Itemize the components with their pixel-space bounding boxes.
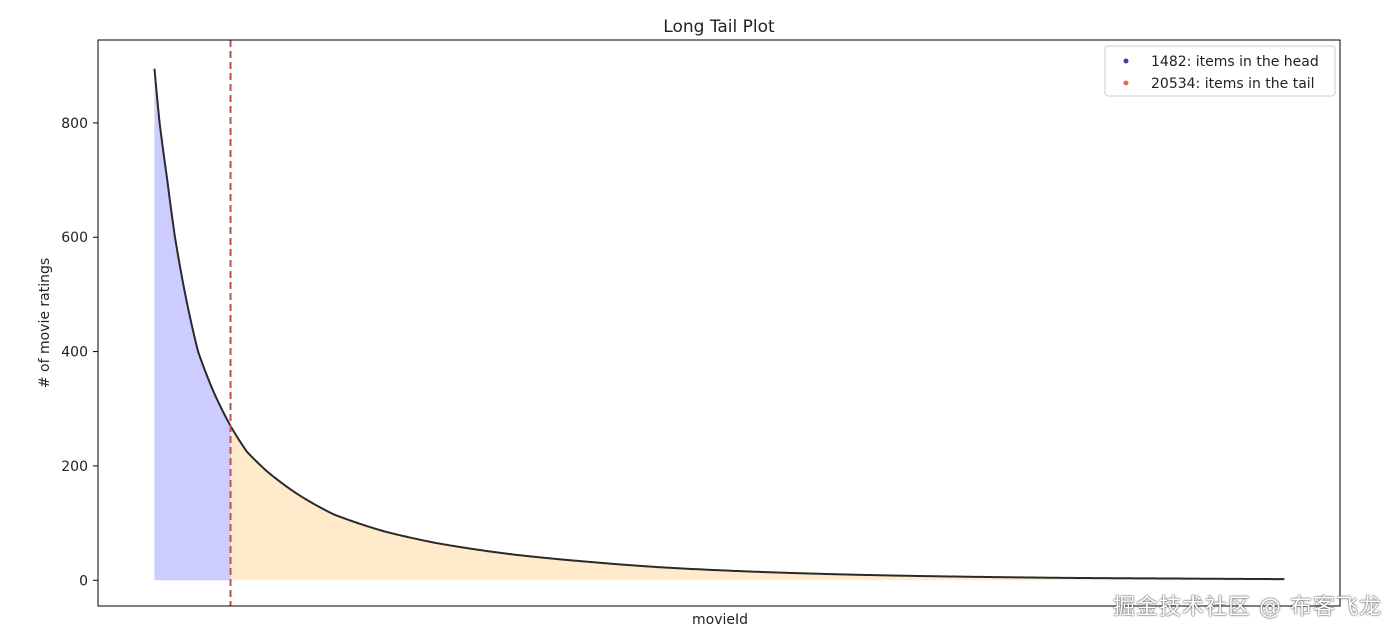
- y-axis-label: # of movie ratings: [37, 258, 53, 388]
- y-tick-label: 200: [61, 459, 88, 475]
- y-tick-label: 600: [61, 230, 88, 246]
- head-area: [154, 68, 231, 581]
- y-tick-label: 0: [79, 573, 88, 589]
- y-tick-label: 800: [61, 116, 88, 132]
- legend-marker: [1123, 58, 1129, 64]
- axes-frame: [97, 39, 1341, 607]
- legend-entry: 20534: items in the tail: [1151, 76, 1315, 92]
- legend: 1482: items in the head 20534: items in t…: [1104, 45, 1336, 97]
- watermark: 掘金技术社区 @ 布客飞龙: [1113, 595, 1382, 620]
- legend-box: [1104, 45, 1336, 97]
- tail-area: [230, 425, 1285, 581]
- legend-entry: 1482: items in the head: [1151, 54, 1319, 70]
- x-axis-label: movieId: [692, 612, 748, 628]
- legend-marker: [1123, 80, 1129, 86]
- chart-title: Long Tail Plot: [663, 17, 775, 37]
- plot-area: 0 200 400 600 800: [61, 39, 1341, 607]
- y-tick-label: 400: [61, 345, 88, 361]
- long-tail-curve: [153, 68, 1285, 581]
